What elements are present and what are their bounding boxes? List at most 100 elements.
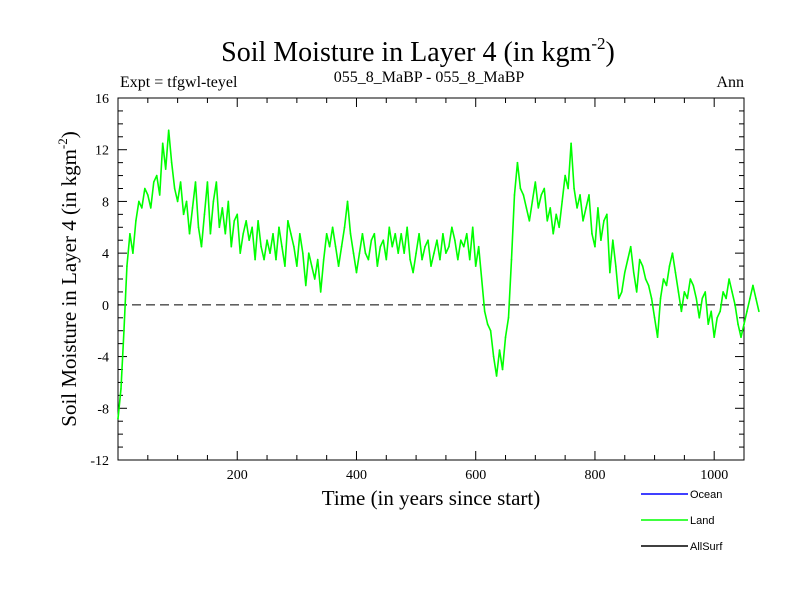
data-point-land xyxy=(299,232,301,235)
data-point-land xyxy=(609,271,611,274)
data-point-land xyxy=(227,200,230,203)
data-point-land xyxy=(430,265,432,267)
data-point-land xyxy=(307,252,310,254)
experiment-label: Expt = tfgwl-teyel xyxy=(120,74,238,91)
data-point-land xyxy=(346,200,349,203)
data-point-land xyxy=(382,239,385,242)
data-point-land xyxy=(501,368,504,371)
data-point-land xyxy=(427,239,429,242)
data-point-land xyxy=(194,181,197,183)
data-point-land xyxy=(650,297,653,300)
data-point-land xyxy=(257,220,259,222)
data-point-land xyxy=(135,220,137,222)
data-point-land xyxy=(212,200,215,203)
data-point-land xyxy=(349,232,352,235)
legend-label-ocean: Ocean xyxy=(690,489,722,501)
data-point-land xyxy=(290,232,292,235)
data-point-land xyxy=(179,181,182,183)
data-point-land xyxy=(263,258,265,261)
data-point-land xyxy=(465,232,468,235)
series-points-land xyxy=(117,129,760,420)
data-point-land xyxy=(260,245,262,248)
title-close: ) xyxy=(606,37,615,68)
x-axis-ticks: 200 400 600 800 1000 xyxy=(147,98,745,483)
data-point-land xyxy=(331,226,334,229)
data-point-land xyxy=(632,271,635,274)
y-tick-label: 12 xyxy=(95,144,109,159)
data-point-land xyxy=(272,232,274,235)
data-point-land xyxy=(516,161,519,164)
data-point-land xyxy=(239,252,242,254)
data-point-land xyxy=(281,245,283,248)
data-point-land xyxy=(752,284,754,287)
data-point-land xyxy=(695,297,698,300)
y-axis-label-superscript: -2 xyxy=(55,138,70,149)
data-point-land xyxy=(603,220,605,222)
data-point-land xyxy=(689,278,692,280)
data-point-land xyxy=(141,207,143,209)
data-point-land xyxy=(445,252,447,254)
data-point-land xyxy=(537,207,540,209)
data-point-land xyxy=(224,232,227,235)
data-point-land xyxy=(683,291,686,293)
data-point-land xyxy=(337,265,340,267)
data-point-land xyxy=(716,316,718,319)
data-point-land xyxy=(152,181,155,183)
data-point-land xyxy=(176,200,179,203)
data-point-land xyxy=(167,129,170,132)
data-point-land xyxy=(471,226,474,229)
data-point-land xyxy=(585,207,587,209)
data-point-land xyxy=(334,245,337,248)
data-point-land xyxy=(486,323,489,326)
data-point-land xyxy=(236,213,239,216)
data-point-land xyxy=(230,245,233,248)
data-point-land xyxy=(513,194,516,196)
title-superscript: -2 xyxy=(591,34,605,53)
data-point-land xyxy=(737,323,739,326)
data-point-land xyxy=(674,271,677,274)
x-tick-label: 1000 xyxy=(700,468,728,483)
data-point-land xyxy=(546,220,549,222)
data-point-land xyxy=(155,174,158,177)
data-point-land xyxy=(361,232,364,235)
data-point-land xyxy=(460,239,462,242)
data-point-land xyxy=(215,181,218,183)
data-point-land xyxy=(144,187,146,190)
data-point-land xyxy=(612,239,614,242)
data-point-land xyxy=(653,316,656,319)
data-point-land xyxy=(561,200,563,203)
data-point-land xyxy=(284,265,286,267)
data-point-land xyxy=(474,265,477,267)
legend: Ocean Land AllSurf xyxy=(641,489,723,553)
data-point-land xyxy=(567,187,569,190)
data-point-land xyxy=(188,232,191,235)
data-point-land xyxy=(665,284,668,287)
data-point-land xyxy=(680,310,683,313)
data-point-land xyxy=(403,252,405,254)
x-tick-label: 200 xyxy=(227,468,248,483)
data-point-land xyxy=(719,310,721,313)
data-point-land xyxy=(415,252,417,254)
data-point-land xyxy=(343,226,346,229)
data-point-land xyxy=(573,187,575,190)
data-point-land xyxy=(254,258,256,261)
data-point-land xyxy=(313,278,316,280)
data-point-land xyxy=(296,265,298,267)
data-point-land xyxy=(269,252,271,254)
data-point-land xyxy=(582,220,584,222)
data-point-land xyxy=(579,194,581,196)
data-point-land xyxy=(543,187,546,190)
data-point-land xyxy=(170,161,173,164)
data-point-land xyxy=(185,200,188,203)
y-tick-label: -4 xyxy=(97,351,109,366)
legend-label-allsurf: AllSurf xyxy=(690,541,723,553)
data-point-land xyxy=(373,232,376,235)
data-point-land xyxy=(287,220,289,222)
y-tick-label: 8 xyxy=(102,195,109,210)
data-point-land xyxy=(123,329,125,332)
data-point-land xyxy=(278,226,280,229)
data-point-land xyxy=(442,232,444,235)
data-point-land xyxy=(492,355,495,358)
data-point-land xyxy=(412,271,414,274)
data-point-land xyxy=(722,291,724,293)
